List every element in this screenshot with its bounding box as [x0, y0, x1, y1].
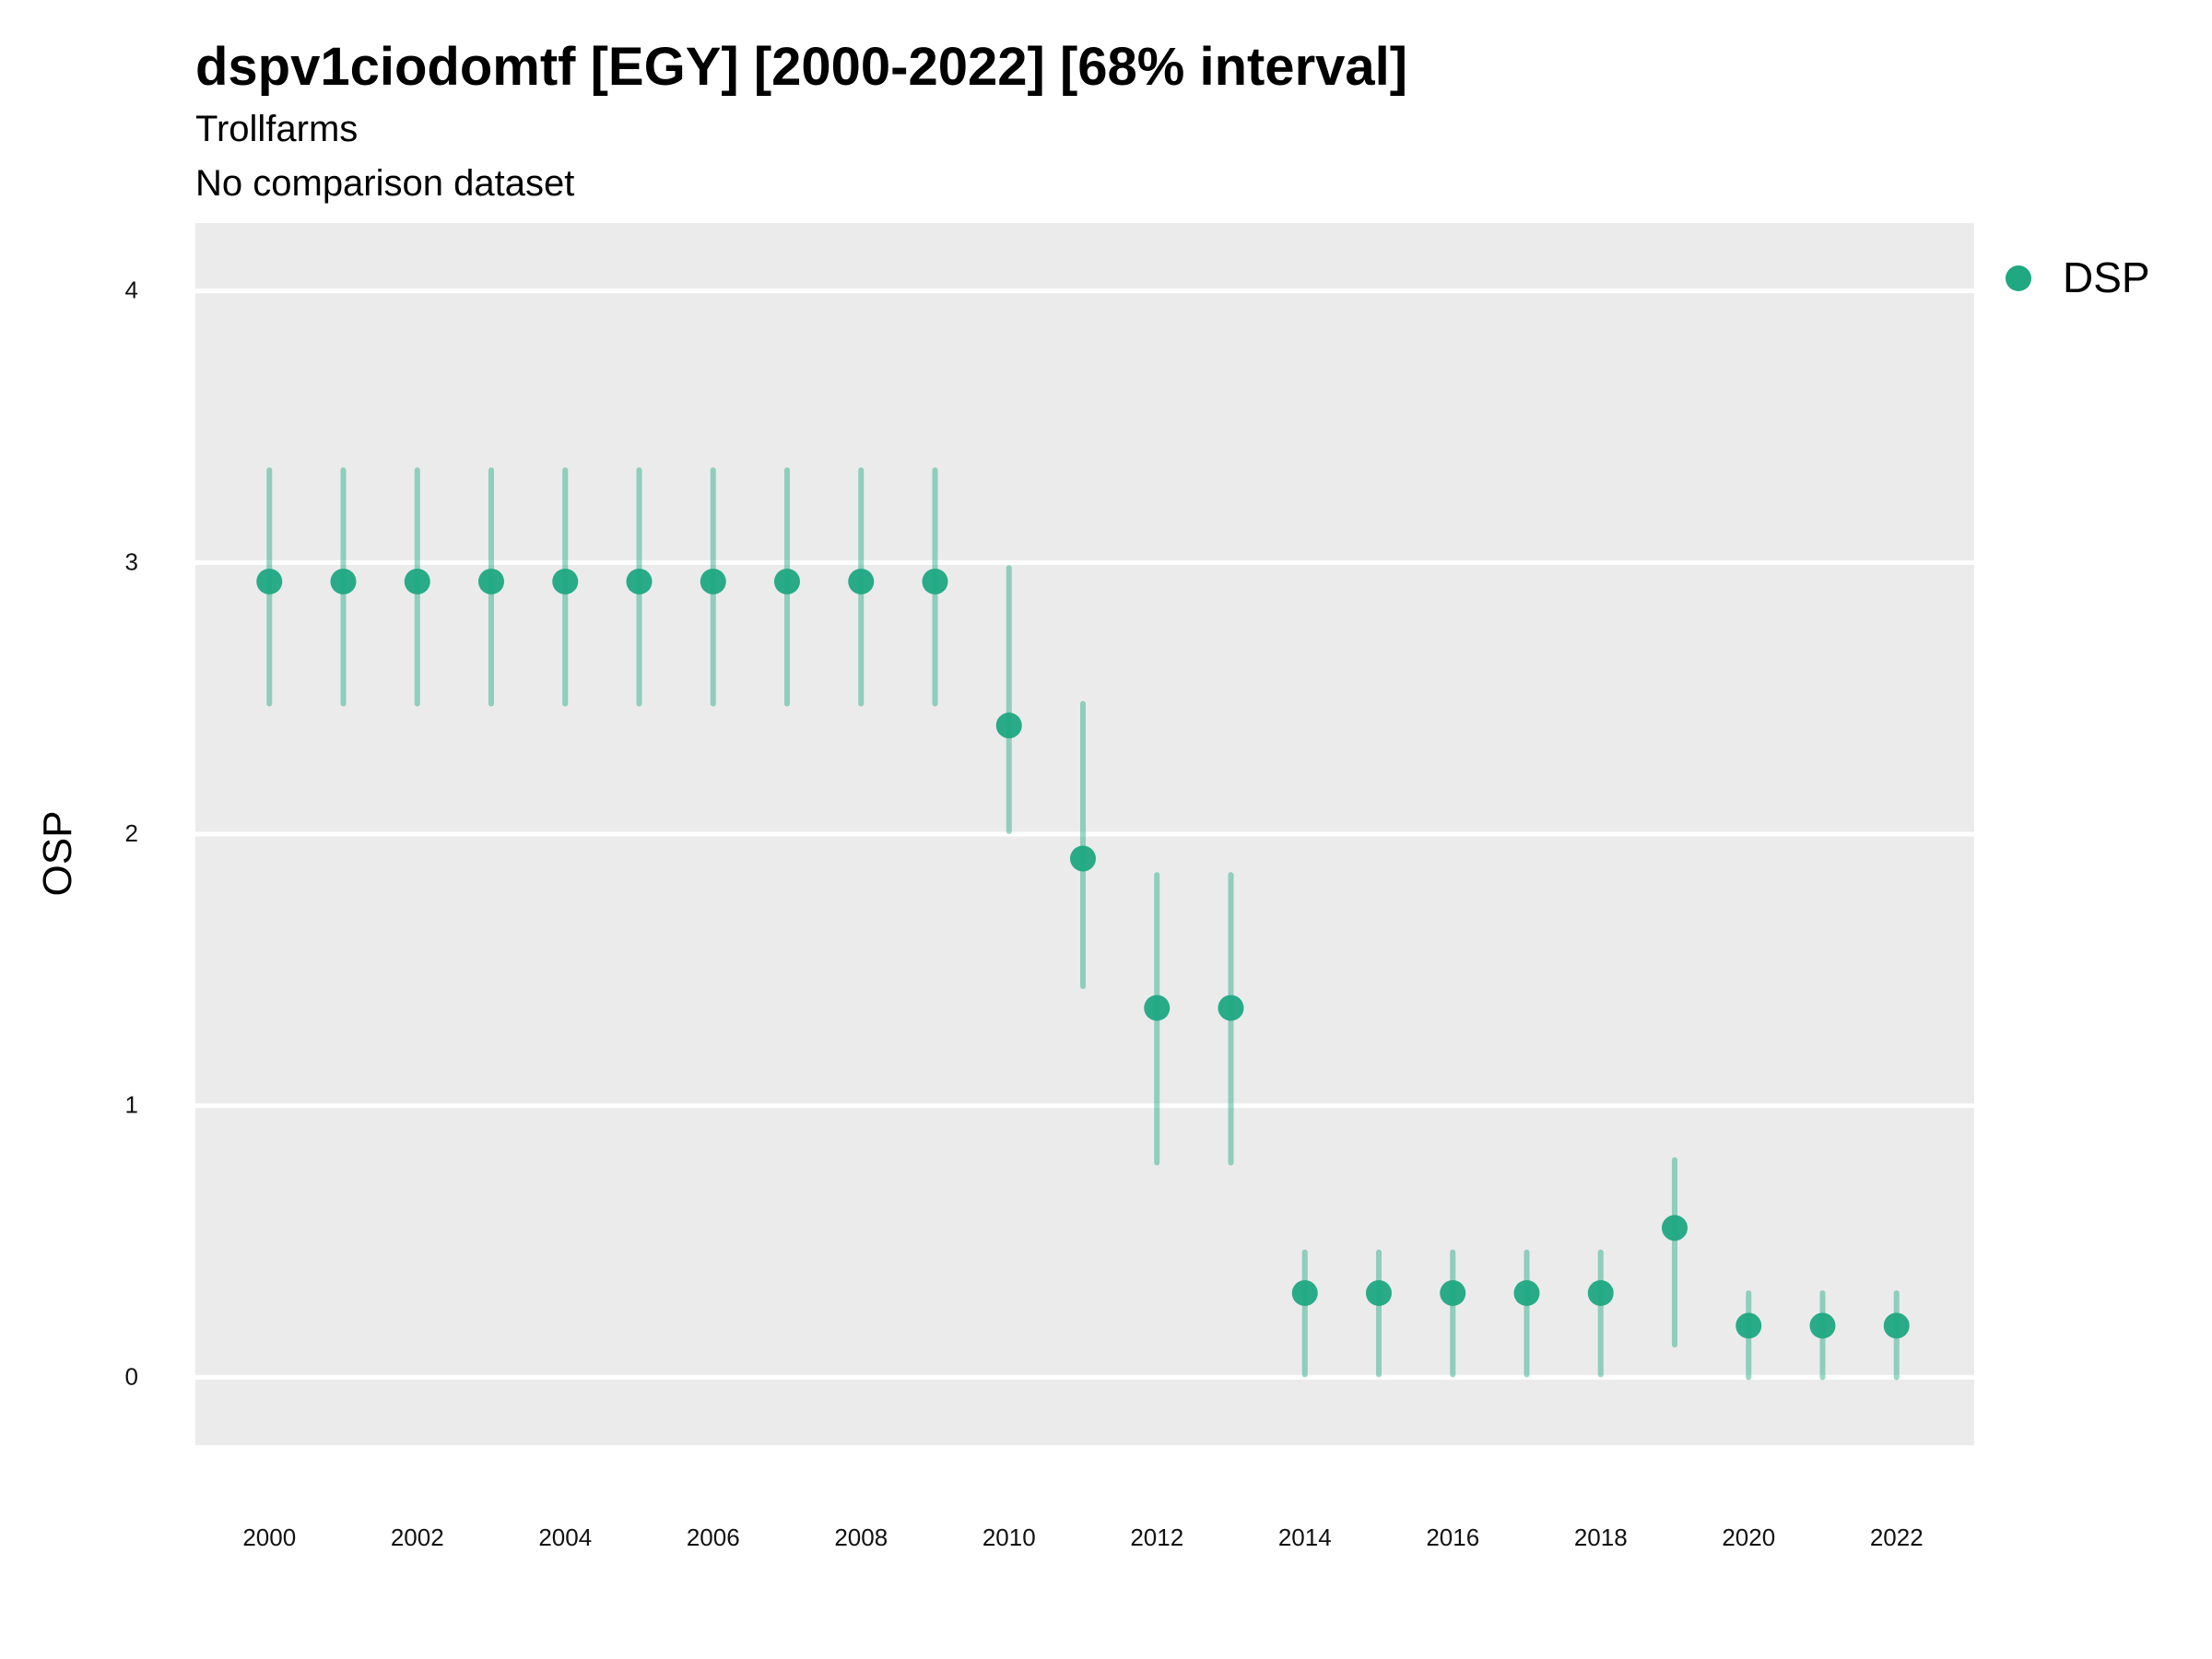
data-point	[626, 568, 653, 594]
data-point	[1218, 994, 1244, 1021]
x-axis-ticks: 2000 2002 2004 2006 2008 2010 2012 2014 2016 2018…	[242, 1524, 1923, 1551]
data-point	[1809, 1312, 1836, 1339]
chart-subtitle-line-1: Trollfarms	[195, 109, 358, 149]
data-point	[1365, 1279, 1392, 1306]
x-tick-label: 2000	[242, 1524, 296, 1551]
data-point	[700, 568, 726, 594]
y-axis-title: OSP	[35, 811, 80, 897]
data-point	[1144, 994, 1171, 1021]
data-point	[1513, 1279, 1540, 1306]
x-tick-label: 2012	[1130, 1524, 1183, 1551]
data-point	[773, 568, 800, 594]
data-point	[1440, 1279, 1466, 1306]
x-tick-label: 2016	[1426, 1524, 1479, 1551]
data-point	[848, 568, 875, 594]
x-tick-label: 2006	[687, 1524, 740, 1551]
data-point	[922, 568, 948, 594]
data-point	[1291, 1279, 1318, 1306]
y-tick-label: 1	[125, 1091, 138, 1119]
x-tick-label: 2008	[834, 1524, 888, 1551]
legend-marker-dsp	[2006, 265, 2031, 291]
chart-subtitle-line-2: No comparison dataset	[195, 163, 574, 204]
y-tick-label: 3	[125, 547, 138, 575]
y-tick-label: 2	[125, 819, 138, 847]
y-tick-label: 0	[125, 1362, 138, 1390]
data-point	[477, 568, 504, 594]
y-tick-label: 4	[125, 276, 138, 304]
data-points	[256, 568, 1910, 1339]
x-tick-label: 2018	[1574, 1524, 1628, 1551]
chart-title: dspv1ciodomtf [EGY] [2000-2022] [68% int…	[195, 37, 1407, 97]
data-point	[1735, 1312, 1762, 1339]
x-tick-label: 2020	[1722, 1524, 1775, 1551]
y-axis-ticks: 0 1 2 3 4	[125, 276, 138, 1391]
data-point	[995, 712, 1022, 739]
legend-label-dsp: DSP	[2063, 253, 2150, 301]
data-point	[1661, 1215, 1688, 1241]
x-tick-label: 2010	[982, 1524, 1036, 1551]
data-point	[552, 568, 579, 594]
data-point	[330, 568, 357, 594]
legend: DSP	[2006, 253, 2150, 301]
x-tick-label: 2022	[1870, 1524, 1924, 1551]
x-tick-label: 2014	[1278, 1524, 1332, 1551]
grid-lines	[195, 288, 1974, 1380]
x-tick-label: 2002	[391, 1524, 444, 1551]
data-point	[1069, 845, 1096, 872]
data-point	[1587, 1279, 1614, 1306]
data-point	[1883, 1312, 1910, 1339]
x-tick-label: 2004	[538, 1524, 592, 1551]
data-point	[404, 568, 430, 594]
data-point	[256, 568, 283, 594]
